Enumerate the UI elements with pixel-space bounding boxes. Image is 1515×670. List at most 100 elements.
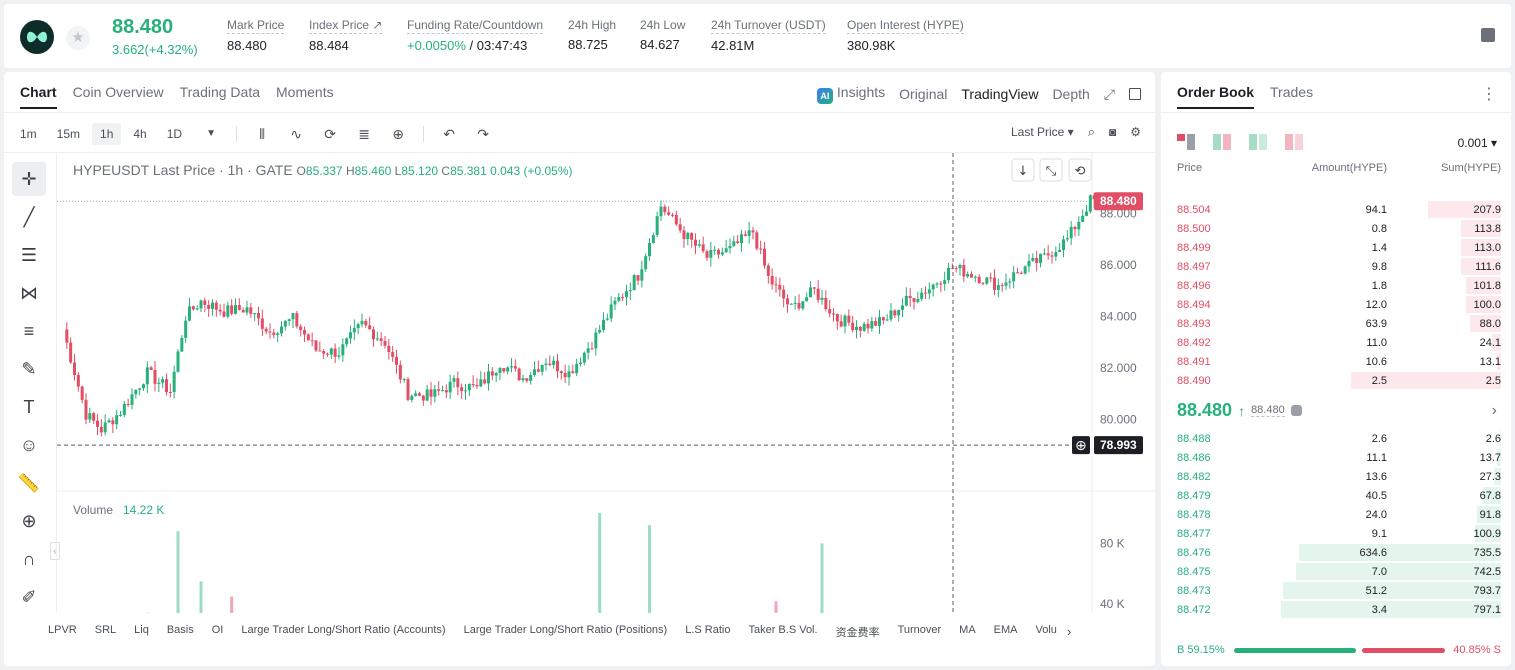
- tab-insights[interactable]: AI Insights: [816, 84, 885, 104]
- candle: [889, 310, 893, 320]
- tab-chart[interactable]: Chart: [20, 84, 57, 109]
- ask-row[interactable]: 88.499 1.4 113.0: [1161, 238, 1511, 257]
- bid-row[interactable]: 88.472 3.4 797.1: [1161, 600, 1511, 619]
- expand-icon[interactable]: ⤢: [1103, 85, 1115, 102]
- horizontal-lines-icon[interactable]: ☰: [20, 244, 38, 265]
- tab-original[interactable]: Original: [899, 86, 948, 102]
- timeframe-15m[interactable]: 15m: [56, 127, 81, 141]
- pattern-icon[interactable]: ⋈: [20, 282, 38, 303]
- candle: [713, 249, 717, 251]
- text-icon[interactable]: T: [23, 396, 35, 417]
- undo-icon[interactable]: ↶: [443, 126, 455, 142]
- bid-row[interactable]: 88.479 40.5 67.8: [1161, 486, 1511, 505]
- ask-row[interactable]: 88.496 1.8 101.8: [1161, 276, 1511, 295]
- camera-icon[interactable]: ◙: [1108, 125, 1117, 139]
- ask-row[interactable]: 88.490 2.5 2.5: [1161, 371, 1511, 390]
- bid-row[interactable]: 88.486 11.1 13.7: [1161, 448, 1511, 467]
- tab-tradingview[interactable]: TradingView: [961, 86, 1039, 102]
- indicator-ema[interactable]: EMA: [993, 624, 1018, 636]
- crosshair-icon[interactable]: ✛: [12, 162, 46, 196]
- timeframe-1m[interactable]: 1m: [20, 127, 37, 141]
- timeframe-4h[interactable]: 4h: [133, 127, 147, 141]
- tab-depth[interactable]: Depth: [1052, 86, 1090, 102]
- bid-row[interactable]: 88.477 9.1 100.9: [1161, 524, 1511, 543]
- indicator-turnover[interactable]: Turnover: [897, 624, 942, 636]
- view-bids-icon[interactable]: [1249, 134, 1267, 150]
- volume-bar: [598, 513, 602, 613]
- tab-trades[interactable]: Trades: [1270, 84, 1314, 100]
- view-asks-icon[interactable]: [1285, 134, 1303, 150]
- indicator-oi[interactable]: OI: [211, 624, 224, 636]
- candle-type-icon[interactable]: ⫴: [259, 126, 266, 142]
- stat-label[interactable]: Mark Price: [227, 18, 285, 34]
- ask-row[interactable]: 88.492 11.0 24.1: [1161, 333, 1511, 352]
- stat-label[interactable]: Funding Rate/Countdown: [407, 18, 544, 34]
- add-alert-icon[interactable]: ⊕: [392, 126, 404, 142]
- price-source-select[interactable]: Last Price ▾: [1010, 125, 1074, 139]
- more-menu-icon[interactable]: ⋮: [1481, 86, 1497, 103]
- ask-row[interactable]: 88.493 63.9 88.0: [1161, 314, 1511, 333]
- chevron-right-icon[interactable]: ›: [1491, 402, 1497, 419]
- indicator-liq[interactable]: Liq: [134, 624, 149, 636]
- tab-coin-overview[interactable]: Coin Overview: [72, 84, 164, 100]
- bid-row[interactable]: 88.475 7.0 742.5: [1161, 562, 1511, 581]
- indicator-basis[interactable]: Basis: [166, 624, 194, 636]
- book-icon[interactable]: [1481, 28, 1495, 42]
- view-bids-asks-icon[interactable]: [1213, 134, 1231, 150]
- bid-row[interactable]: 88.476 634.6 735.5: [1161, 543, 1511, 562]
- volume-bar: [176, 531, 180, 613]
- ask-row[interactable]: 88.500 0.8 113.8: [1161, 219, 1511, 238]
- templates-icon[interactable]: ≣: [358, 126, 370, 142]
- indicator-lpvr[interactable]: LPVR: [48, 624, 77, 636]
- magnet-icon[interactable]: ∩: [22, 548, 36, 569]
- indicator-volume[interactable]: Volu: [1035, 624, 1057, 636]
- ask-row[interactable]: 88.491 10.6 13.1: [1161, 352, 1511, 371]
- view-both-icon[interactable]: [1177, 134, 1195, 150]
- indicator-ls-accounts[interactable]: Large Trader Long/Short Ratio (Accounts): [241, 624, 446, 636]
- collapse-toolbar-button[interactable]: ‹: [50, 542, 60, 560]
- stat-label[interactable]: 24h Turnover (USDT): [711, 18, 826, 34]
- zoom-in-icon[interactable]: ⊕: [21, 510, 37, 531]
- indicator-ls-ratio[interactable]: L.S Ratio: [685, 624, 731, 636]
- ruler-icon[interactable]: 📏: [17, 472, 41, 493]
- bid-row[interactable]: 88.478 24.0 91.8: [1161, 505, 1511, 524]
- stat-label[interactable]: Index Price ↗: [309, 18, 383, 34]
- stat-label[interactable]: Open Interest (HYPE): [847, 18, 964, 34]
- window-icon[interactable]: [1129, 88, 1141, 100]
- trendline-icon[interactable]: ╱: [23, 206, 35, 227]
- fib-icon[interactable]: ≡: [23, 320, 35, 341]
- indicator-ls-positions[interactable]: Large Trader Long/Short Ratio (Positions…: [463, 624, 668, 636]
- indicator-srl[interactable]: SRL: [94, 624, 117, 636]
- bid-row[interactable]: 88.488 2.6 2.6: [1161, 429, 1511, 448]
- search-icon[interactable]: ⌕: [1087, 124, 1095, 139]
- bid-row[interactable]: 88.473 51.2 793.7: [1161, 581, 1511, 600]
- ask-row[interactable]: 88.497 9.8 111.6: [1161, 257, 1511, 276]
- candle: [678, 224, 682, 231]
- chevron-right-icon[interactable]: ›: [1066, 624, 1072, 639]
- timeframe-dropdown-icon[interactable]: ▼: [206, 128, 217, 139]
- brush-icon[interactable]: ✎: [21, 358, 37, 379]
- pencil-lock-icon[interactable]: ✐: [21, 586, 37, 607]
- indicators-icon[interactable]: ∿: [290, 126, 302, 142]
- ask-row[interactable]: 88.504 94.1 207.9: [1161, 200, 1511, 219]
- ask-row[interactable]: 88.494 12.0 100.0: [1161, 295, 1511, 314]
- timeframe-1d[interactable]: 1D: [166, 127, 183, 141]
- indicator-funding-rate[interactable]: 资金费率: [835, 627, 880, 639]
- gear-icon[interactable]: ⚙: [1130, 125, 1141, 139]
- tab-moments[interactable]: Moments: [276, 84, 334, 100]
- favorite-star-icon[interactable]: ★: [66, 26, 90, 50]
- precision-select[interactable]: 0.001 ▾: [1457, 136, 1497, 150]
- tab-order-book[interactable]: Order Book: [1177, 84, 1255, 109]
- candle: [387, 345, 391, 353]
- indicator-ma[interactable]: MA: [959, 624, 976, 636]
- bid-row[interactable]: 88.482 13.6 27.3: [1161, 467, 1511, 486]
- timeframe-1h[interactable]: 1h: [92, 123, 122, 145]
- tab-trading-data[interactable]: Trading Data: [179, 84, 261, 100]
- redo-icon[interactable]: ↷: [477, 126, 489, 142]
- compare-icon[interactable]: ⟳: [324, 126, 336, 142]
- indicator-taker-vol[interactable]: Taker B.S Vol.: [748, 624, 818, 636]
- row-amount: 2.5: [1371, 375, 1387, 387]
- mark-price[interactable]: 88.480: [1251, 404, 1285, 417]
- emoji-icon[interactable]: ☺: [19, 434, 39, 455]
